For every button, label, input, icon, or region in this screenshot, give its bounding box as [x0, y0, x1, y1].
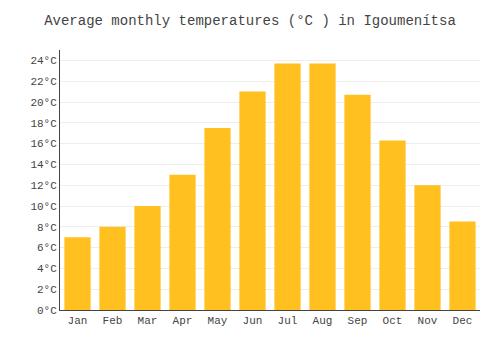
svg-text:0°C: 0°C — [37, 305, 57, 317]
svg-text:Average monthly temperatures (: Average monthly temperatures (°C ) in Ig… — [44, 13, 456, 29]
svg-text:Jul: Jul — [278, 315, 298, 327]
svg-text:Mar: Mar — [138, 315, 158, 327]
svg-text:8°C: 8°C — [37, 222, 57, 234]
svg-text:20°C: 20°C — [30, 97, 57, 109]
svg-text:Feb: Feb — [103, 315, 123, 327]
svg-text:24°C: 24°C — [30, 55, 57, 67]
svg-text:12°C: 12°C — [30, 180, 57, 192]
svg-text:2°C: 2°C — [37, 284, 57, 296]
svg-text:6°C: 6°C — [37, 242, 57, 254]
svg-text:Sep: Sep — [348, 315, 368, 327]
svg-text:18°C: 18°C — [30, 118, 57, 130]
svg-text:Oct: Oct — [383, 315, 403, 327]
svg-text:22°C: 22°C — [30, 76, 57, 88]
svg-text:16°C: 16°C — [30, 138, 57, 150]
svg-text:14°C: 14°C — [30, 159, 57, 171]
svg-text:Jun: Jun — [243, 315, 263, 327]
svg-text:Nov: Nov — [418, 315, 438, 327]
svg-text:Dec: Dec — [453, 315, 473, 327]
svg-text:4°C: 4°C — [37, 263, 57, 275]
svg-text:Apr: Apr — [173, 315, 193, 327]
svg-text:10°C: 10°C — [30, 201, 57, 213]
svg-text:Aug: Aug — [313, 315, 333, 327]
svg-text:Jan: Jan — [68, 315, 88, 327]
svg-text:May: May — [208, 315, 228, 327]
